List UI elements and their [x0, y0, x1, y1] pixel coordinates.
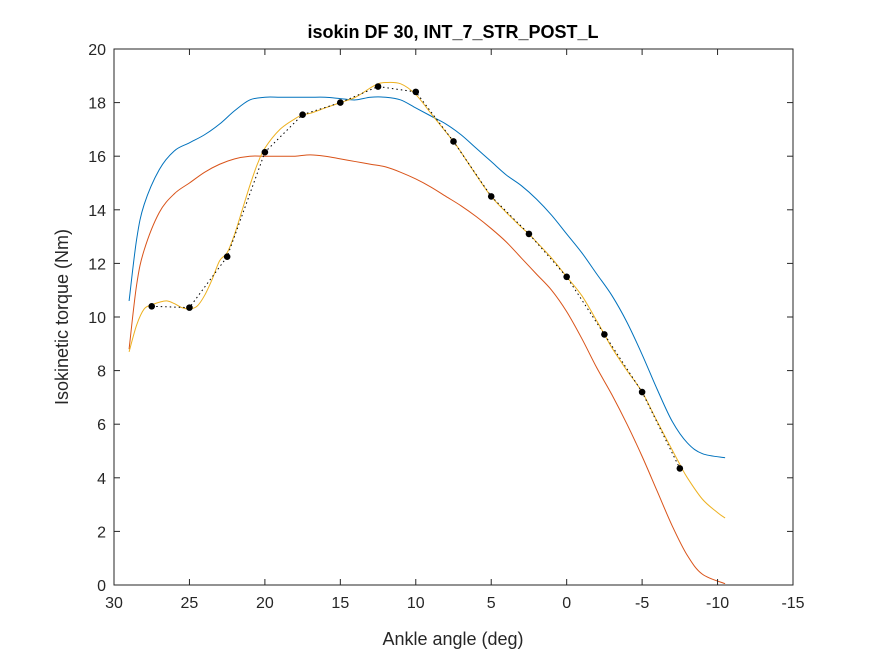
series-layer [128, 81, 726, 585]
series-3-point [638, 388, 646, 396]
series-3-point [450, 138, 457, 145]
y-tick-label: 2 [97, 524, 106, 541]
y-tick-label: 18 [88, 96, 106, 113]
x-tick-label: 30 [105, 595, 123, 612]
x-tick-label: -5 [635, 595, 649, 612]
y-axis-title: Isokinetic torque (Nm) [52, 229, 72, 405]
x-tick-label: 15 [331, 595, 349, 612]
x-tick-label: 0 [562, 595, 571, 612]
y-tick-label: 0 [97, 578, 106, 595]
series-0-line [128, 96, 726, 459]
x-tick-label: 5 [487, 595, 496, 612]
x-axis: 30 25 20 15 10 5 0 -5 -10 -15 [105, 49, 805, 612]
series-3-point [261, 148, 269, 156]
x-tick-label: 20 [256, 595, 274, 612]
y-tick-label: 12 [88, 256, 106, 273]
series-3-point [299, 111, 306, 118]
series-3-point [563, 273, 570, 281]
y-tick-label: 10 [88, 310, 106, 327]
series-3-point [374, 83, 382, 90]
chart-title: isokin DF 30, INT_7_STR_POST_L [307, 22, 598, 42]
y-axis: 0 2 4 6 8 10 12 14 16 18 20 [88, 42, 793, 595]
series-3-point [223, 253, 231, 260]
series-3-point [412, 88, 420, 96]
series-3-point [676, 465, 684, 472]
x-tick-label: -15 [781, 595, 804, 612]
x-axis-title: Ankle angle (deg) [382, 629, 523, 649]
series-3-point [148, 302, 156, 310]
x-tick-label: 25 [181, 595, 199, 612]
series-3-point [337, 99, 344, 106]
y-tick-label: 20 [88, 42, 106, 59]
x-tick-label: 10 [407, 595, 425, 612]
x-tick-label: -10 [706, 595, 729, 612]
y-tick-label: 8 [97, 364, 106, 381]
series-3-point [601, 331, 608, 338]
series-1-line [128, 154, 726, 585]
y-tick-label: 14 [88, 203, 106, 220]
y-tick-label: 16 [88, 149, 106, 166]
series-3-point [525, 230, 533, 238]
series-3-point [186, 304, 193, 311]
series-3-point [487, 193, 495, 200]
y-tick-label: 6 [97, 417, 106, 434]
y-tick-label: 4 [97, 471, 106, 488]
